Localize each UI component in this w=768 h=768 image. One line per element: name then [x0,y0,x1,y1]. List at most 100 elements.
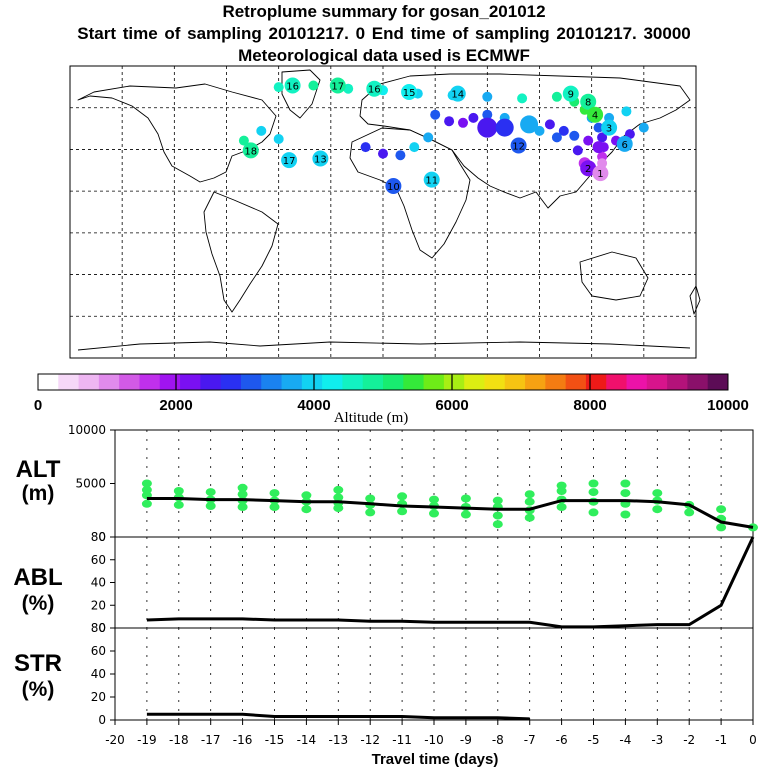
plume-day-label: 17 [331,82,344,93]
colorbar-swatch [443,374,465,390]
plume-day-label: 10 [387,182,400,193]
alt-panel: 0 5000 10000 ALT (m) [16,423,758,544]
plume-label-circle [449,85,466,102]
alt-scatter-point [333,485,344,494]
colorbar-swatch [423,374,445,390]
colorbar-swatch [261,374,283,390]
y-tick-label: 40 [91,576,106,590]
plume-dot [558,125,569,136]
alt-scatter-point [269,489,280,498]
x-tick-label: -18 [169,733,189,747]
str-axis-label: STR [14,650,62,677]
plume-dot-large [477,117,498,138]
plume-day-label: 12 [512,142,525,153]
plume-day-label: 1 [597,169,603,180]
abl-y-ticks: 0 20 40 60 80 [91,530,115,635]
colorbar-swatch [301,374,323,390]
colorbar-tick-label: 6000 [435,397,468,414]
colorbar-swatch [38,374,59,390]
alt-gridlines [146,430,754,537]
plume-label-circle [284,77,301,94]
alt-scatter-point [333,493,344,502]
colorbar-swatch [504,374,526,390]
str-panel: 0 20 40 60 80 STR (%) [14,621,754,727]
colorbar-swatch [119,374,140,390]
alt-scatter-point [716,505,727,514]
alt-scatter-point [492,511,503,520]
y-tick-label: 60 [91,553,106,567]
plume-label-circle [423,171,440,188]
colorbar-swatch [281,374,303,390]
colorbar-tick-label: 4000 [297,397,330,414]
colorbar-swatch [362,374,384,390]
colorbar-label: Altitude (m) [334,410,409,426]
plume-day-label: 8 [585,98,591,109]
colorbar-swatch [139,374,161,390]
alt-scatter-point [205,488,216,497]
alt-scatter-point [301,505,312,514]
x-tick-label: -11 [392,733,412,747]
x-tick-label: -1 [715,733,727,747]
colorbar-swatch [159,374,181,390]
plume-label-circle [510,137,527,154]
plume-dot [430,109,441,120]
colorbar-swatch [545,374,567,390]
plume-day-label: 4 [592,111,598,122]
plume-day-label: 15 [403,88,416,99]
plume-dot-large [592,141,605,154]
x-axis-label: Travel time (days) [372,751,499,768]
x-tick-label: -12 [360,733,380,747]
colorbar-swatch [240,374,262,390]
x-tick-label: -9 [460,733,472,747]
plume-dot [409,142,420,153]
alt-scatter-point [524,490,535,499]
colorbar-swatch [403,374,425,390]
colorbar-swatch [606,374,628,390]
plume-dot [360,142,371,153]
alt-scatter-point [588,488,599,497]
x-tick-label: -2 [683,733,695,747]
plume-label-circle [312,150,329,167]
alt-axis-unit: (m) [22,482,55,505]
plume-label-circle [281,152,298,169]
colorbar-swatch [98,374,120,390]
alt-scatter-point [141,479,152,488]
plume-dot-large [520,115,539,134]
plume-label-circle [592,165,609,182]
x-tick-label: 0 [749,733,757,747]
coastlines [77,69,701,351]
alt-scatter-point [652,489,663,498]
alt-scatter-point [141,485,152,494]
x-tick-label: -16 [233,733,253,747]
plume-label-circle [329,77,346,94]
colorbar-swatch [667,374,688,390]
plume-dot [378,148,388,159]
x-tick-label: -5 [588,733,600,747]
alt-axis-label: ALT [16,456,61,483]
alt-y-ticks: 0 5000 10000 [68,423,115,544]
alt-scatter-point [237,490,248,499]
str-gridlines [146,628,754,720]
alt-scatter-point [620,510,631,519]
alt-scatter-point [492,520,503,529]
plume-day-label: 3 [606,124,612,135]
alt-scatter-point [588,479,599,488]
colorbar-swatch [322,374,343,390]
y-tick-label: 80 [91,621,106,635]
plume-day-label: 2 [585,164,591,175]
y-tick-label: 0 [98,621,106,635]
y-tick-label: 80 [91,530,106,544]
alt-scatter-point [141,499,152,508]
alt-median-line [146,497,754,529]
x-tick-label: -20 [105,733,125,747]
alt-scatter-point [524,513,535,522]
plume-day-label: 17 [283,156,296,167]
x-tick-label: -13 [328,733,348,747]
x-tick-label: -15 [265,733,285,747]
plume-day-label: 11 [425,176,438,187]
plume-dot [638,122,649,133]
alt-scatter-points [141,479,758,532]
alt-scatter-point [620,479,631,488]
abl-line [146,536,755,629]
y-tick-label: 20 [91,598,106,612]
